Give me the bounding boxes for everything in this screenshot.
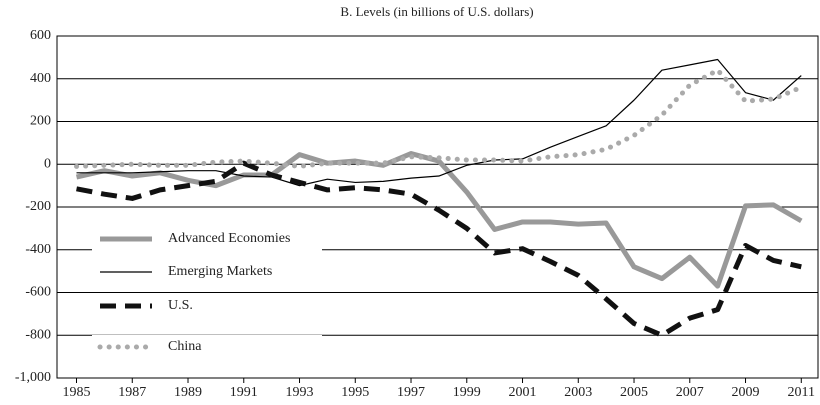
x-tick-label: 2007 <box>676 385 704 400</box>
legend-label: U.S. <box>168 298 193 313</box>
series-line <box>76 58 802 187</box>
x-tick-label: 1997 <box>397 385 425 400</box>
x-tick-label: 1989 <box>174 385 202 400</box>
x-tick-label: 2003 <box>564 385 592 400</box>
legend-label: China <box>168 339 202 354</box>
legend-bg <box>92 335 322 359</box>
x-tick-label: 1993 <box>286 385 314 400</box>
y-tick-label: 400 <box>30 71 51 86</box>
y-tick-label: 600 <box>30 28 51 43</box>
x-tick-label: 1987 <box>118 385 146 400</box>
x-tick-label: 1985 <box>63 385 91 400</box>
series-line <box>74 67 804 169</box>
y-tick-label: 200 <box>30 114 51 129</box>
x-tick-label: 2009 <box>732 385 760 400</box>
x-tick-label: 1995 <box>341 385 369 400</box>
y-tick-label: -600 <box>25 285 51 300</box>
series-line <box>75 151 803 289</box>
x-tick-label: 2005 <box>620 385 648 400</box>
x-tick-label: 2011 <box>788 385 815 400</box>
y-tick-label: -200 <box>25 199 51 214</box>
y-tick-label: -400 <box>25 242 51 257</box>
series-line <box>76 160 802 338</box>
x-tick-label: 1991 <box>230 385 258 400</box>
legend-label: Emerging Markets <box>168 264 272 279</box>
y-tick-label: 0 <box>44 156 51 171</box>
x-tick-label: 1999 <box>453 385 481 400</box>
legend-label: Advanced Economies <box>168 231 290 246</box>
y-tick-label: -1,000 <box>15 370 51 385</box>
plot-frame <box>56 35 819 379</box>
y-tick-label: -800 <box>25 327 51 342</box>
chart-title: B. Levels (in billions of U.S. dollars) <box>340 4 533 19</box>
x-tick-label: 2001 <box>509 385 537 400</box>
